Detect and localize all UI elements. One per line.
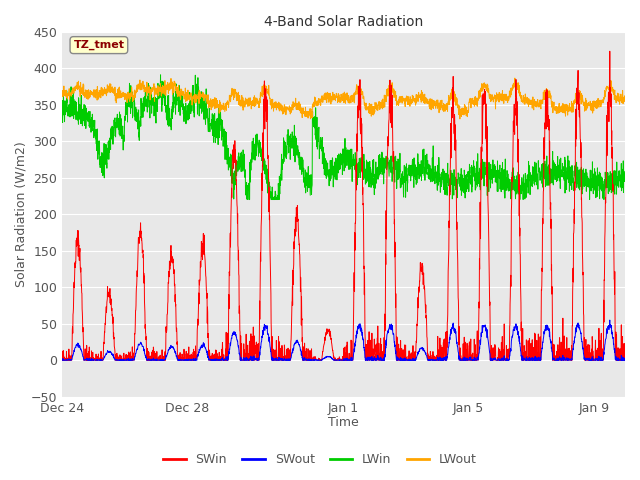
Line: LWin: LWin bbox=[62, 75, 625, 200]
LWout bbox=[58, 89, 66, 95]
LWin bbox=[113, 115, 120, 121]
Line: SWin: SWin bbox=[62, 51, 625, 360]
SWout bbox=[58, 357, 66, 363]
LWout bbox=[549, 105, 557, 110]
Line: SWout: SWout bbox=[62, 320, 625, 360]
SWin bbox=[147, 357, 155, 362]
SWin bbox=[621, 357, 629, 363]
LWout bbox=[362, 103, 369, 109]
SWin bbox=[262, 94, 270, 100]
LWin bbox=[147, 100, 154, 106]
SWin bbox=[606, 48, 614, 54]
LWin bbox=[621, 170, 629, 176]
SWin bbox=[183, 357, 191, 363]
Title: 4-Band Solar Radiation: 4-Band Solar Radiation bbox=[264, 15, 423, 29]
SWout bbox=[147, 357, 155, 363]
LWout bbox=[262, 85, 270, 91]
SWout bbox=[362, 357, 369, 362]
SWout bbox=[58, 357, 66, 363]
SWout bbox=[621, 357, 629, 363]
SWout bbox=[606, 317, 614, 323]
LWin bbox=[183, 117, 191, 123]
Text: TZ_tmet: TZ_tmet bbox=[74, 40, 124, 50]
SWin bbox=[362, 357, 369, 363]
SWout bbox=[262, 323, 270, 329]
LWin bbox=[157, 72, 164, 78]
SWin bbox=[58, 357, 66, 363]
LWout bbox=[113, 94, 120, 100]
LWin bbox=[362, 167, 370, 172]
SWout bbox=[548, 353, 556, 359]
SWin bbox=[58, 354, 66, 360]
LWout bbox=[511, 75, 518, 81]
LWin bbox=[263, 180, 271, 186]
LWout bbox=[621, 98, 629, 104]
Y-axis label: Solar Radiation (W/m2): Solar Radiation (W/m2) bbox=[15, 141, 28, 287]
Line: LWout: LWout bbox=[62, 78, 625, 119]
SWin bbox=[548, 322, 556, 327]
SWin bbox=[113, 350, 121, 356]
LWin bbox=[58, 103, 66, 108]
X-axis label: Time: Time bbox=[328, 416, 359, 429]
LWout bbox=[147, 87, 154, 93]
LWout bbox=[456, 116, 464, 122]
LWin bbox=[549, 149, 557, 155]
LWout bbox=[183, 89, 191, 95]
SWout bbox=[113, 357, 121, 362]
Legend: SWin, SWout, LWin, LWout: SWin, SWout, LWin, LWout bbox=[158, 448, 482, 471]
LWin bbox=[244, 197, 252, 203]
SWout bbox=[183, 357, 191, 363]
